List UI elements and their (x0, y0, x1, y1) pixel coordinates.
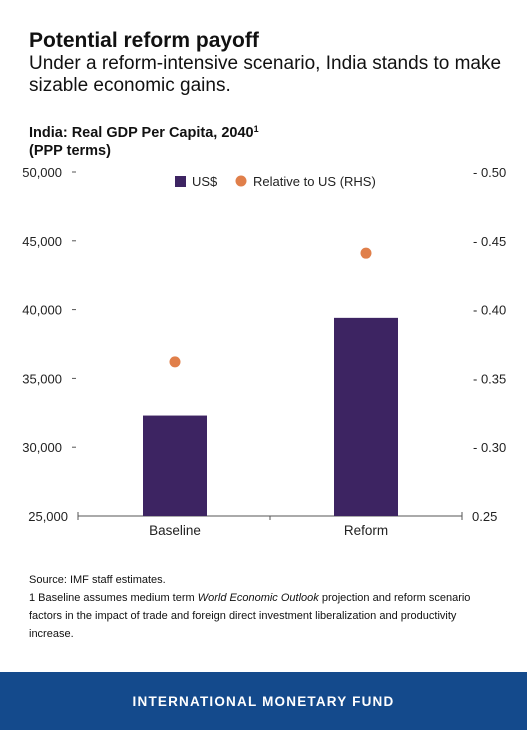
page-subtitle: Under a reform-intensive scenario, India… (29, 53, 502, 96)
footnote-marker: 1 (253, 124, 259, 134)
y-tick-label-right: 0.25 (472, 509, 497, 524)
footnote-text-end: projection and reform scenario factors i… (29, 592, 471, 640)
bar (143, 415, 207, 516)
y-tick-label-left: 35,000 (22, 371, 62, 386)
y-tick-label-left: 45,000 (22, 234, 62, 249)
footer-label: INTERNATIONAL MONETARY FUND (132, 693, 395, 709)
y-tick-label-right: - 0.50 (473, 165, 506, 180)
y-tick-label-right: - 0.35 (473, 371, 506, 386)
dot-series (169, 247, 372, 368)
chart-svg: 50,000 45,000 40,000 35,000 30,000 25,000 - 0… (22, 165, 506, 538)
y-tick-label-left: 50,000 (22, 165, 62, 180)
source-note: Source: IMF staff estimates. (29, 574, 166, 586)
bar (334, 317, 398, 516)
y-tick-label-left: 25,000 (28, 509, 68, 524)
right-axis: - 0.50 - 0.45 - 0.40 - 0.35 - 0.30 0.25 (472, 165, 506, 524)
legend: US$ Relative to US (RHS) (175, 174, 376, 189)
legend-label: US$ (192, 174, 218, 189)
footnote-italic-title: World Economic Outlook (197, 592, 319, 604)
x-axis-labels: Baseline Reform (149, 523, 388, 538)
y-tick-label-left: 30,000 (22, 440, 62, 455)
footer-bar: INTERNATIONAL MONETARY FUND (0, 672, 527, 730)
legend-dot-swatch (235, 175, 247, 187)
x-tick-label: Reform (344, 523, 388, 538)
data-point (169, 356, 181, 368)
legend-label: Relative to US (RHS) (253, 174, 376, 189)
y-tick-label-right: - 0.45 (473, 234, 506, 249)
y-tick-label-right: - 0.40 (473, 303, 506, 318)
data-point (360, 247, 372, 259)
y-tick-label-left: 40,000 (22, 303, 62, 318)
legend-bar-swatch (175, 176, 186, 187)
footnote-text-start: 1 Baseline assumes medium term (29, 592, 198, 604)
chart-subtitle: (PPP terms) (29, 143, 111, 159)
y-tick-label-right: - 0.30 (473, 440, 506, 455)
chart-title: India: Real GDP Per Capita, 20401 (PPP t… (29, 124, 429, 160)
footnote: 1 Baseline assumes medium term World Eco… (29, 589, 499, 643)
x-tick-label: Baseline (149, 523, 201, 538)
left-axis: 50,000 45,000 40,000 35,000 30,000 25,000 (22, 165, 76, 524)
chart-title-text: India: Real GDP Per Capita, 2040 (29, 125, 254, 141)
page-title: Potential reform payoff (29, 29, 259, 52)
bar-series (77, 317, 463, 520)
